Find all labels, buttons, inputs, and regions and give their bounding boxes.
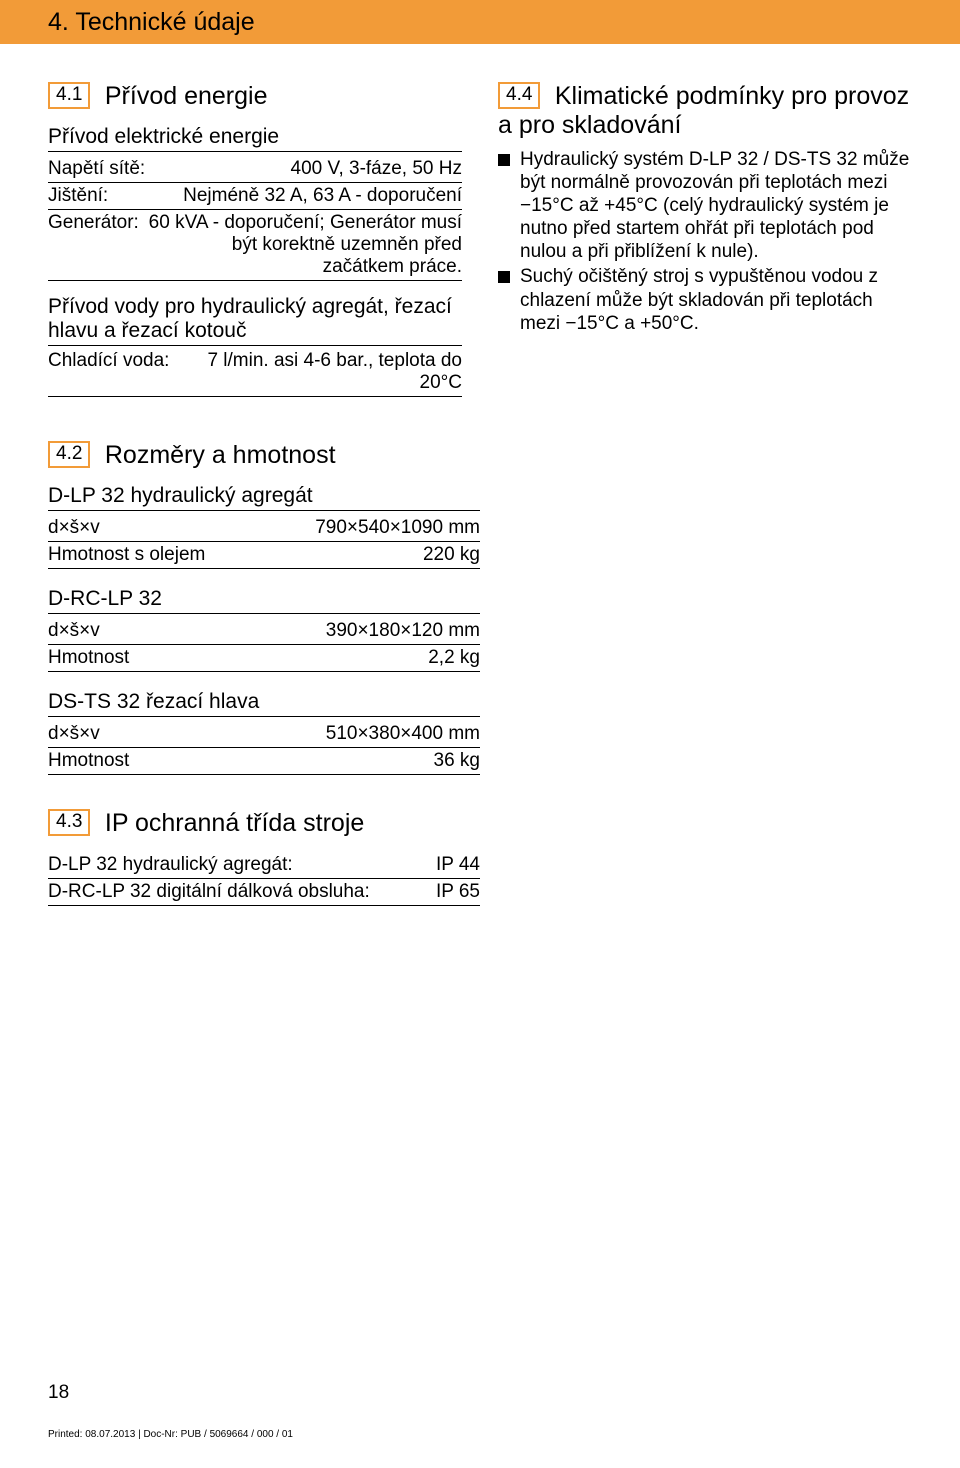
spec-value: 220 kg bbox=[213, 544, 480, 566]
list-item: Hydraulický systém D-LP 32 / DS-TS 32 mů… bbox=[498, 148, 912, 264]
spec-group: D-LP 32 hydraulický agregát d×š×v790×540×… bbox=[48, 484, 480, 569]
spec-value: 36 kg bbox=[137, 750, 480, 772]
spec-label: d×š×v bbox=[48, 723, 108, 745]
section-number: 4.3 bbox=[48, 809, 90, 836]
spec-value: 400 V, 3-fáze, 50 Hz bbox=[153, 158, 462, 180]
bullet-list: Hydraulický systém D-LP 32 / DS-TS 32 mů… bbox=[498, 148, 912, 335]
spec-row: D-RC-LP 32 digitální dálková obsluha:IP … bbox=[48, 879, 480, 906]
subheading: Přívod elektrické energie bbox=[48, 125, 462, 152]
spec-row: Napětí sítě:400 V, 3-fáze, 50 Hz bbox=[48, 156, 462, 183]
section-number: 4.4 bbox=[498, 82, 540, 109]
spec-row: d×š×v390×180×120 mm bbox=[48, 618, 480, 645]
spec-label: Hmotnost bbox=[48, 750, 137, 772]
spec-row: Chladící voda:7 l/min. asi 4-6 bar., tep… bbox=[48, 348, 462, 397]
spec-value: Nejméně 32 A, 63 A - doporučení bbox=[116, 185, 462, 207]
spec-group: DS-TS 32 řezací hlava d×š×v510×380×400 mm… bbox=[48, 690, 480, 775]
spec-row: d×š×v790×540×1090 mm bbox=[48, 515, 480, 542]
chapter-header: 4. Technické údaje bbox=[0, 0, 960, 44]
chapter-title: 4. Technické údaje bbox=[48, 8, 255, 36]
spec-row: Hmotnost2,2 kg bbox=[48, 645, 480, 672]
spec-value: 7 l/min. asi 4-6 bar., teplota do 20°C bbox=[177, 350, 462, 394]
spec-value: 790×540×1090 mm bbox=[108, 517, 480, 539]
spec-value: 510×380×400 mm bbox=[108, 723, 480, 745]
right-column: 4.4 Klimatické podmínky pro provoz a pro… bbox=[498, 82, 912, 431]
spec-label: D-RC-LP 32 digitální dálková obsluha: bbox=[48, 881, 378, 903]
spec-group: D-RC-LP 32d×š×v390×180×120 mmHmotnost2,2… bbox=[48, 587, 480, 672]
section-4-2: 4.2 Rozměry a hmotnost D-LP 32 hydraulic… bbox=[48, 441, 480, 775]
spec-label: d×š×v bbox=[48, 517, 108, 539]
group-heading: DS-TS 32 řezací hlava bbox=[48, 690, 480, 717]
page-number: 18 bbox=[48, 1382, 69, 1404]
spec-label: Hmotnost bbox=[48, 647, 137, 669]
spec-label: d×š×v bbox=[48, 620, 108, 642]
section-title: Klimatické podmínky pro provoz a pro skl… bbox=[498, 82, 909, 139]
spec-row: Hmotnost36 kg bbox=[48, 748, 480, 775]
spec-value: 390×180×120 mm bbox=[108, 620, 480, 642]
section-title: IP ochranná třída stroje bbox=[105, 809, 364, 837]
spec-row: D-LP 32 hydraulický agregát:IP 44 bbox=[48, 852, 480, 879]
list-item-text: Hydraulický systém D-LP 32 / DS-TS 32 mů… bbox=[520, 148, 912, 264]
group-heading: D-RC-LP 32 bbox=[48, 587, 480, 614]
spec-row: Hmotnost s olejem220 kg bbox=[48, 542, 480, 569]
spec-value: IP 44 bbox=[301, 854, 480, 876]
spec-row: Generátor:60 kVA - doporučení; Generátor… bbox=[48, 210, 462, 281]
spec-label: D-LP 32 hydraulický agregát: bbox=[48, 854, 301, 876]
spec-value: 60 kVA - doporučení; Generátor musí být … bbox=[147, 212, 462, 278]
group-heading: D-LP 32 hydraulický agregát bbox=[48, 484, 480, 511]
print-footer: Printed: 08.07.2013 | Doc-Nr: PUB / 5069… bbox=[48, 1429, 293, 1440]
spec-label: Hmotnost s olejem bbox=[48, 544, 213, 566]
spec-row: d×š×v510×380×400 mm bbox=[48, 721, 480, 748]
section-number: 4.2 bbox=[48, 441, 90, 468]
spec-row: Jištění:Nejméně 32 A, 63 A - doporučení bbox=[48, 183, 462, 210]
section-title: Přívod energie bbox=[105, 82, 268, 110]
spec-value: IP 65 bbox=[378, 881, 480, 903]
spec-label: Generátor: bbox=[48, 212, 147, 234]
spec-label: Jištění: bbox=[48, 185, 116, 207]
left-column: 4.1 Přívod energie Přívod elektrické ene… bbox=[48, 82, 462, 431]
spec-value: 2,2 kg bbox=[137, 647, 480, 669]
subheading: Přívod vody pro hydraulický agregát, řez… bbox=[48, 295, 462, 346]
section-4-3: 4.3 IP ochranná třída stroje D-LP 32 hyd… bbox=[48, 809, 480, 906]
section-title: Rozměry a hmotnost bbox=[105, 441, 336, 469]
square-bullet-icon bbox=[498, 271, 510, 283]
spec-label: Napětí sítě: bbox=[48, 158, 153, 180]
square-bullet-icon bbox=[498, 154, 510, 166]
spec-label: Chladící voda: bbox=[48, 350, 177, 372]
section-4-1: 4.1 Přívod energie Přívod elektrické ene… bbox=[48, 82, 462, 397]
list-item: Suchý očištěný stroj s vypuštěnou vodou … bbox=[498, 265, 912, 335]
section-4-4: 4.4 Klimatické podmínky pro provoz a pro… bbox=[498, 82, 912, 335]
list-item-text: Suchý očištěný stroj s vypuštěnou vodou … bbox=[520, 265, 912, 335]
section-number: 4.1 bbox=[48, 82, 90, 109]
